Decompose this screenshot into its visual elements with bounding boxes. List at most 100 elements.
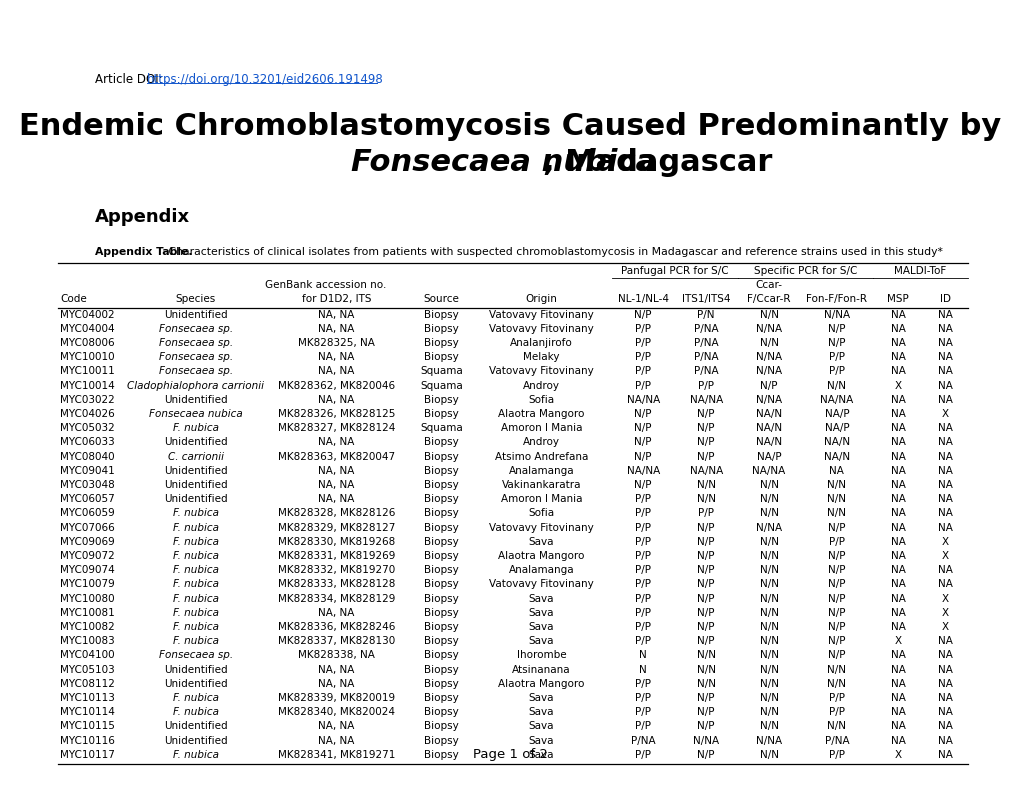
Text: Biopsy: Biopsy <box>424 664 459 675</box>
Text: MK828340, MK820024: MK828340, MK820024 <box>277 707 394 717</box>
Text: X: X <box>894 381 901 391</box>
Text: NA: NA <box>890 522 905 533</box>
Text: NA: NA <box>890 678 905 689</box>
Text: NA, NA: NA, NA <box>318 480 355 490</box>
Text: Biopsy: Biopsy <box>424 593 459 604</box>
Text: Biopsy: Biopsy <box>424 508 459 519</box>
Text: MYC06033: MYC06033 <box>60 437 115 448</box>
Text: N/N: N/N <box>696 480 715 490</box>
Text: NA: NA <box>937 636 952 646</box>
Text: P/P: P/P <box>635 537 650 547</box>
Text: N/N: N/N <box>759 750 777 760</box>
Text: NA: NA <box>890 608 905 618</box>
Text: Biopsy: Biopsy <box>424 551 459 561</box>
Text: MK828332, MK819270: MK828332, MK819270 <box>277 565 394 575</box>
Text: NA, NA: NA, NA <box>318 352 355 362</box>
Text: Biopsy: Biopsy <box>424 395 459 405</box>
Text: NA: NA <box>890 437 905 448</box>
Text: MK828325, NA: MK828325, NA <box>298 338 374 348</box>
Text: NA/NA: NA/NA <box>819 395 853 405</box>
Text: MYC09069: MYC09069 <box>60 537 115 547</box>
Text: NA: NA <box>890 409 905 419</box>
Text: N/P: N/P <box>697 537 714 547</box>
Text: MK828339, MK820019: MK828339, MK820019 <box>277 693 394 703</box>
Text: NA: NA <box>937 395 952 405</box>
Text: Alaotra Mangoro: Alaotra Mangoro <box>498 409 584 419</box>
Text: MYC08040: MYC08040 <box>60 452 114 462</box>
Text: NA: NA <box>937 650 952 660</box>
Text: Melaky: Melaky <box>523 352 559 362</box>
Text: N/N: N/N <box>696 678 715 689</box>
Text: NA: NA <box>890 324 905 334</box>
Text: Analamanga: Analamanga <box>508 466 574 476</box>
Text: Unidentified: Unidentified <box>164 437 227 448</box>
Text: Biopsy: Biopsy <box>424 678 459 689</box>
Text: F. nubica: F. nubica <box>173 622 219 632</box>
Text: N/P: N/P <box>697 593 714 604</box>
Text: NA: NA <box>937 736 952 745</box>
Text: MYC06057: MYC06057 <box>60 494 115 504</box>
Text: NA: NA <box>890 310 905 320</box>
Text: MK828333, MK828128: MK828333, MK828128 <box>277 579 394 589</box>
Text: N/NA: N/NA <box>755 324 782 334</box>
Text: P/P: P/P <box>635 693 650 703</box>
Text: P/P: P/P <box>635 352 650 362</box>
Text: N/P: N/P <box>827 522 845 533</box>
Text: , Madagascar: , Madagascar <box>543 148 772 177</box>
Text: N/N: N/N <box>826 678 846 689</box>
Text: Biopsy: Biopsy <box>424 650 459 660</box>
Text: NA: NA <box>937 664 952 675</box>
Text: N/N: N/N <box>759 721 777 731</box>
Text: NA/NA: NA/NA <box>752 466 785 476</box>
Text: NA/N: NA/N <box>823 452 849 462</box>
Text: MK828329, MK828127: MK828329, MK828127 <box>277 522 394 533</box>
Text: Species: Species <box>175 295 216 304</box>
Text: NA: NA <box>890 622 905 632</box>
Text: N/P: N/P <box>827 650 845 660</box>
Text: P/P: P/P <box>828 366 844 377</box>
Text: P/P: P/P <box>635 522 650 533</box>
Text: NL-1/NL-4: NL-1/NL-4 <box>618 295 668 304</box>
Text: Biopsy: Biopsy <box>424 579 459 589</box>
Text: MYC09074: MYC09074 <box>60 565 115 575</box>
Text: Biopsy: Biopsy <box>424 721 459 731</box>
Text: P/NA: P/NA <box>823 736 848 745</box>
Text: F. nubica: F. nubica <box>173 693 219 703</box>
Text: NA: NA <box>890 707 905 717</box>
Text: Biopsy: Biopsy <box>424 565 459 575</box>
Text: NA, NA: NA, NA <box>318 494 355 504</box>
Text: F. nubica: F. nubica <box>173 608 219 618</box>
Text: Specific PCR for S/C: Specific PCR for S/C <box>753 266 856 276</box>
Text: N/P: N/P <box>827 551 845 561</box>
Text: MYC10010: MYC10010 <box>60 352 114 362</box>
Text: MYC10011: MYC10011 <box>60 366 115 377</box>
Text: P/P: P/P <box>635 636 650 646</box>
Text: NA, NA: NA, NA <box>318 437 355 448</box>
Text: MYC10113: MYC10113 <box>60 693 115 703</box>
Text: MYC04100: MYC04100 <box>60 650 114 660</box>
Text: NA: NA <box>937 352 952 362</box>
Text: F. nubica: F. nubica <box>173 551 219 561</box>
Text: Biopsy: Biopsy <box>424 466 459 476</box>
Text: F. nubica: F. nubica <box>173 565 219 575</box>
Text: NA: NA <box>890 579 905 589</box>
Text: P/NA: P/NA <box>693 366 717 377</box>
Text: N/N: N/N <box>696 650 715 660</box>
Text: Biopsy: Biopsy <box>424 452 459 462</box>
Text: MYC10014: MYC10014 <box>60 381 115 391</box>
Text: NA: NA <box>890 480 905 490</box>
Text: P/N: P/N <box>697 310 714 320</box>
Text: N/N: N/N <box>696 664 715 675</box>
Text: MK828334, MK828129: MK828334, MK828129 <box>277 593 394 604</box>
Text: NA: NA <box>890 650 905 660</box>
Text: Appendix: Appendix <box>95 208 190 226</box>
Text: N/N: N/N <box>759 622 777 632</box>
Text: Fonsecaea nubica: Fonsecaea nubica <box>149 409 243 419</box>
Text: N/N: N/N <box>759 310 777 320</box>
Text: Vatovavy Fitovinany: Vatovavy Fitovinany <box>489 324 593 334</box>
Text: Unidentified: Unidentified <box>164 721 227 731</box>
Text: NA: NA <box>937 678 952 689</box>
Text: N/NA: N/NA <box>755 736 782 745</box>
Text: N/P: N/P <box>697 608 714 618</box>
Text: NA: NA <box>890 736 905 745</box>
